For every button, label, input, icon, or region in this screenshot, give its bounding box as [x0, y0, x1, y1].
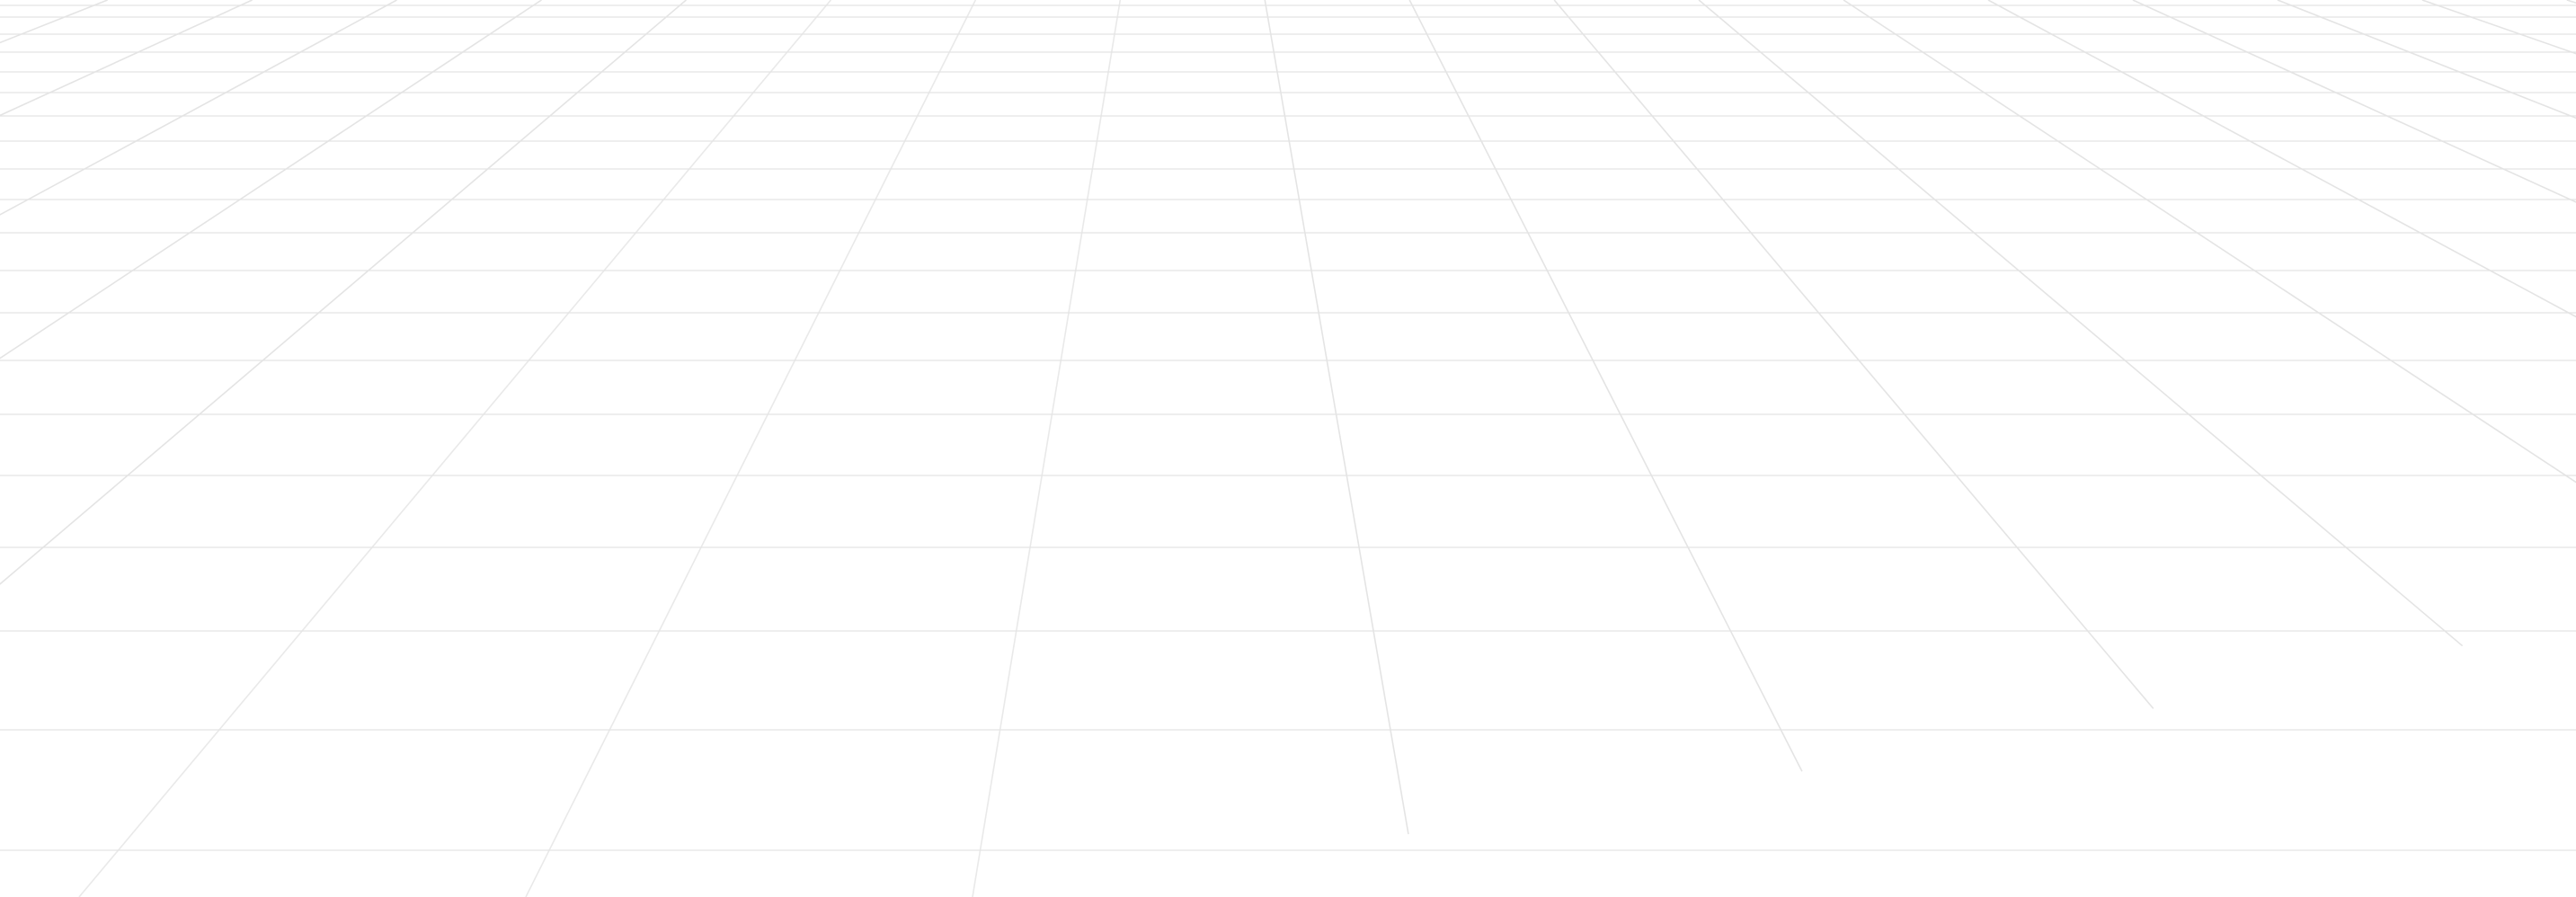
grid-line-converging: [2421, 0, 2576, 55]
grid-line-converging: [1553, 0, 2154, 709]
grid-line-converging: [1408, 0, 1803, 772]
grid-line-converging: [0, 0, 687, 585]
grid-line-converging: [972, 0, 1122, 897]
grid-line-converging: [2277, 0, 2576, 120]
grid-line-converging: [0, 0, 397, 216]
grid-line-converging: [1987, 0, 2576, 318]
grid-line-converging: [1698, 0, 2464, 647]
grid-line-converging: [0, 0, 253, 117]
grid-line-converging: [1843, 0, 2576, 484]
grid-line-converging: [1264, 0, 1409, 835]
grid-line-converging: [2566, 0, 2576, 4]
grid-line-converging: [2132, 0, 2576, 203]
grid-line-converging: [0, 0, 108, 44]
grid-line-converging: [525, 0, 977, 897]
grid-line-converging: [0, 0, 542, 360]
horizontal-grid-lines: [0, 4, 2576, 851]
grid-line-converging: [78, 0, 832, 897]
